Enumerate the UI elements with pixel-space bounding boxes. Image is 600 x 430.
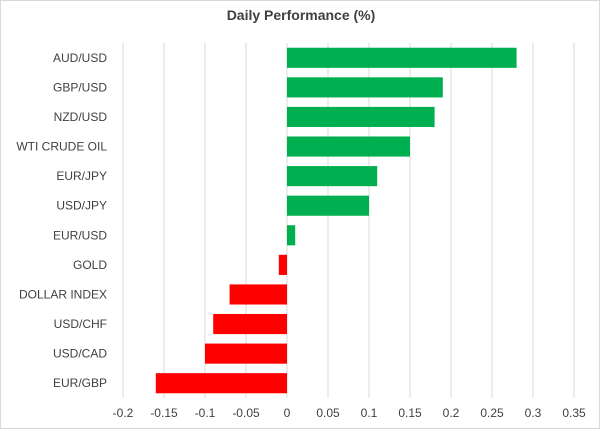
bar xyxy=(287,77,443,98)
category-label: EUR/GBP xyxy=(53,376,107,390)
category-label: USD/CHF xyxy=(54,317,107,331)
x-tick-label: -0.2 xyxy=(113,406,134,420)
category-label: USD/JPY xyxy=(56,199,107,213)
category-label: EUR/JPY xyxy=(56,169,107,183)
x-tick-label: -0.1 xyxy=(195,406,216,420)
category-label: NZD/USD xyxy=(54,110,108,124)
bar xyxy=(205,343,287,364)
bar xyxy=(155,373,287,394)
x-tick-label: 0.2 xyxy=(443,406,460,420)
bar xyxy=(287,225,296,246)
bar xyxy=(229,284,287,305)
x-tick-label: 0.1 xyxy=(361,406,378,420)
bar xyxy=(287,106,435,128)
bar xyxy=(287,195,369,216)
x-tick-label: 0 xyxy=(284,406,291,420)
x-tick-label: 0.35 xyxy=(562,406,586,420)
category-label: USD/CAD xyxy=(53,347,107,361)
x-tick-label: 0.3 xyxy=(525,406,542,420)
bar xyxy=(287,47,517,68)
chart-title: Daily Performance (%) xyxy=(226,7,376,23)
category-label: GBP/USD xyxy=(53,80,107,94)
category-label: WTI CRUDE OIL xyxy=(16,140,107,154)
x-tick-label: 0.05 xyxy=(316,406,340,420)
bar xyxy=(213,313,287,335)
bar xyxy=(278,254,287,275)
x-tick-label: -0.15 xyxy=(150,406,178,420)
category-label: EUR/USD xyxy=(53,228,107,242)
x-tick-label: -0.05 xyxy=(232,406,260,420)
category-label: DOLLAR INDEX xyxy=(19,287,107,301)
x-tick-label: 0.15 xyxy=(398,406,422,420)
bar xyxy=(287,136,410,157)
category-label: GOLD xyxy=(73,258,107,272)
x-tick-label: 0.25 xyxy=(480,406,504,420)
category-label: AUD/USD xyxy=(53,51,107,65)
bar xyxy=(287,166,378,187)
